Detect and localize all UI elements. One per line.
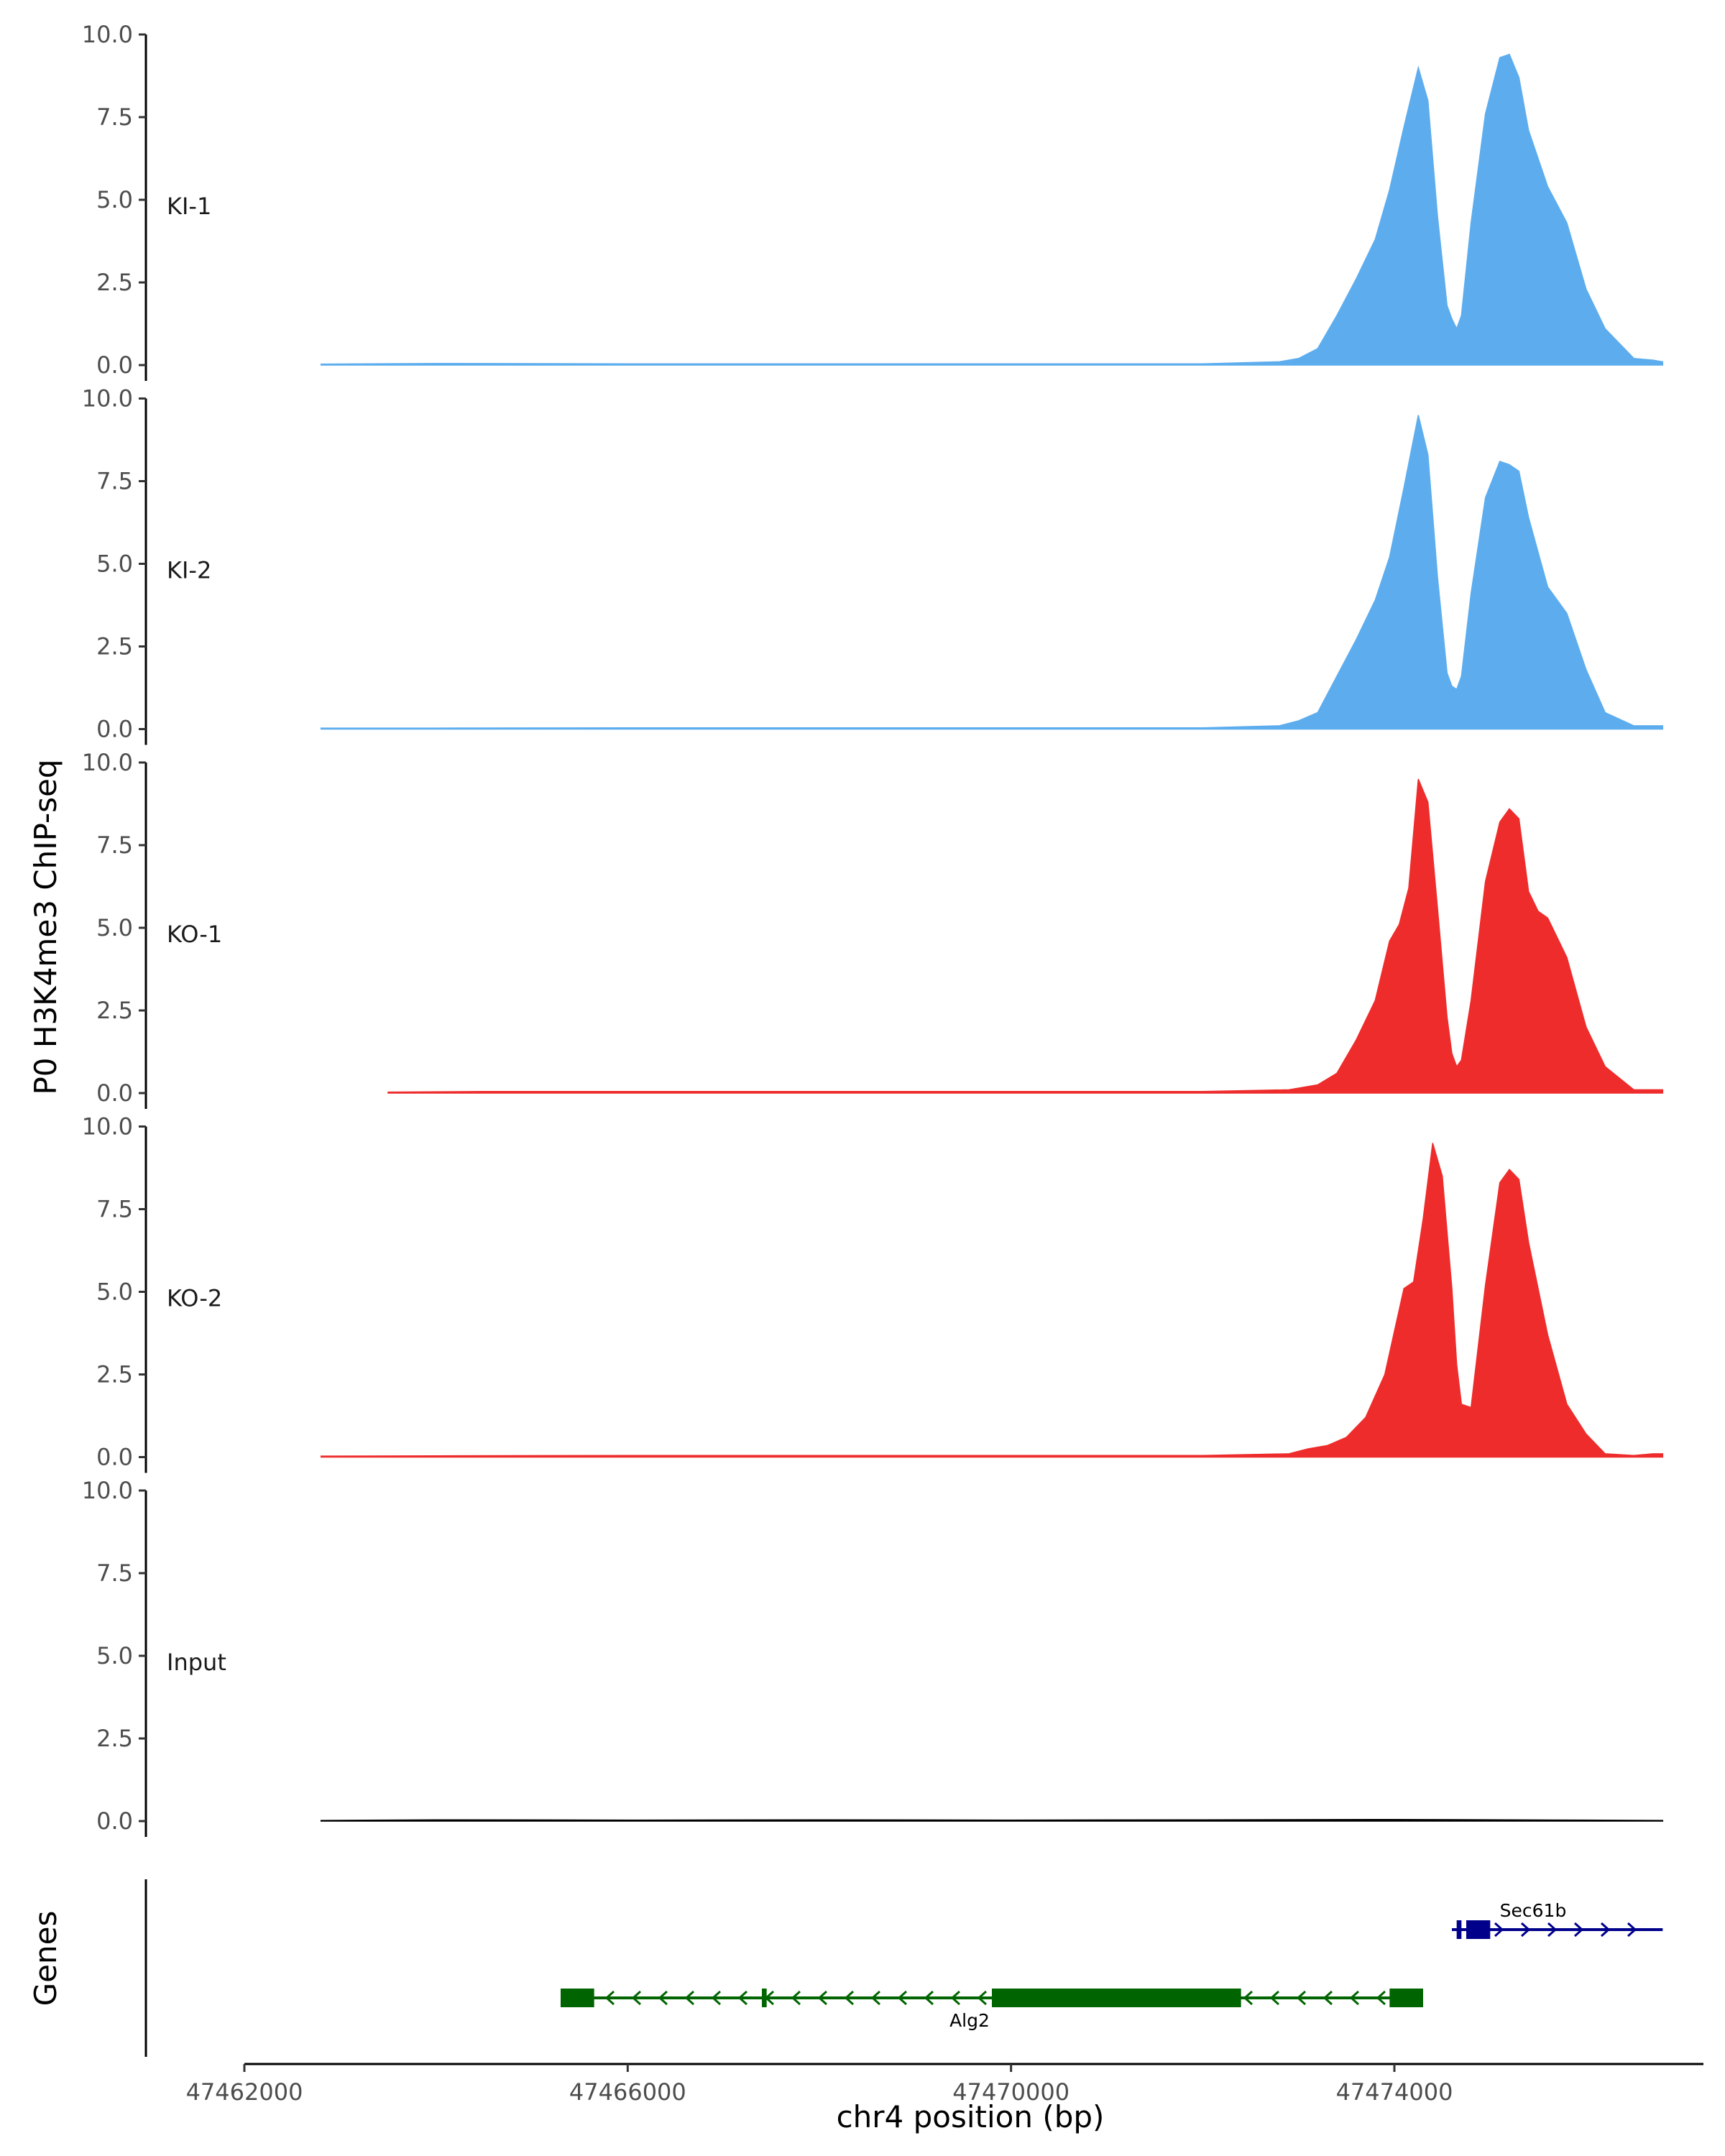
strand-arrow (1349, 1990, 1360, 2006)
coverage-area (320, 53, 1664, 366)
strand-arrow (870, 1990, 881, 2006)
strand-arrow (1547, 1922, 1558, 1938)
y-tick-label: 7.5 (96, 1560, 133, 1587)
y-tick-label: 10.0 (82, 385, 133, 413)
strand-arrow (1296, 1990, 1307, 2006)
y-tick-label: 5.0 (96, 914, 133, 941)
gene-exon (1389, 1989, 1423, 2007)
coverage-area (320, 1143, 1664, 1458)
gene-label: Sec61b (1500, 1900, 1567, 1921)
strand-arrow (1627, 1922, 1637, 1938)
y-tick-label: 0.0 (96, 716, 133, 743)
y-tick-label: 7.5 (96, 468, 133, 495)
y-tick-label: 10.0 (82, 749, 133, 776)
genes-track: Sec61b Alg2 (144, 1879, 1663, 2057)
track-label: KI-1 (167, 193, 211, 220)
track-ki-1: 0.0 2.5 5.0 7.5 10.0 KI-1 (82, 21, 1664, 381)
strand-arrow (1600, 1922, 1611, 1938)
y-tick-label: 2.5 (96, 997, 133, 1024)
strand-arrow (897, 1990, 908, 2006)
y-axis-title: P0 H3K4me3 ChIP-seq (28, 759, 63, 1095)
track-ko-1: 0.0 2.5 5.0 7.5 10.0 KO-1 (82, 749, 1664, 1109)
y-tick-label: 10.0 (82, 1477, 133, 1504)
gene-label: Alg2 (949, 2010, 990, 2031)
y-tick-label: 2.5 (96, 1361, 133, 1388)
x-axis-title: chr4 position (bp) (837, 2099, 1105, 2134)
gene-alg2: Alg2 (561, 1989, 1423, 2031)
coverage-area (320, 1818, 1664, 1822)
strand-arrow (684, 1990, 695, 2006)
y-tick-label: 0.0 (96, 351, 133, 379)
y-tick-label: 0.0 (96, 1444, 133, 1471)
x-tick-label: 47462000 (186, 2078, 303, 2106)
y-tick-label: 5.0 (96, 1642, 133, 1669)
y-tick-label: 2.5 (96, 1725, 133, 1752)
genes-axis-title: Genes (28, 1911, 63, 2007)
strand-arrow (1573, 1922, 1584, 1938)
gene-exon (762, 1989, 767, 2007)
x-axis: 47462000 47466000 47470000 47474000 (186, 2063, 1703, 2106)
gene-sec61b: Sec61b (1452, 1900, 1663, 1939)
strand-arrow (1322, 1990, 1333, 2006)
y-tick-label: 5.0 (96, 186, 133, 213)
y-tick-label: 10.0 (82, 21, 133, 48)
strand-arrow (977, 1990, 988, 2006)
gene-exon (1456, 1920, 1462, 1939)
track-label: KO-2 (167, 1285, 222, 1312)
strand-arrow (604, 1990, 615, 2006)
strand-arrow (924, 1990, 934, 2006)
track-ko-2: 0.0 2.5 5.0 7.5 10.0 KO-2 (82, 1113, 1664, 1473)
track-input: 0.0 2.5 5.0 7.5 10.0 Input (82, 1477, 1664, 1837)
coverage-tracks: 0.0 2.5 5.0 7.5 10.0 KI-1 0.0 2.5 5.0 7.5 10.0 KI-2… (82, 21, 1664, 1837)
strand-arrow (1494, 1922, 1504, 1938)
coverage-area (320, 415, 1664, 730)
gene-exon (561, 1989, 594, 2007)
track-label: KO-1 (167, 921, 222, 948)
x-tick-label: 47474000 (1336, 2078, 1453, 2106)
strand-arrow (631, 1990, 642, 2006)
strand-arrow (711, 1990, 722, 2006)
x-tick-label: 47466000 (569, 2078, 686, 2106)
y-tick-label: 10.0 (82, 1113, 133, 1141)
gene-exon (1466, 1920, 1491, 1939)
strand-arrow (1269, 1990, 1280, 2006)
strand-arrow (737, 1990, 748, 2006)
strand-arrow (1376, 1990, 1386, 2006)
strand-arrow (658, 1990, 668, 2006)
y-tick-label: 5.0 (96, 1279, 133, 1306)
x-tick-label: 47470000 (952, 2078, 1070, 2106)
coverage-area (387, 778, 1664, 1094)
strand-arrow (844, 1990, 855, 2006)
y-tick-label: 7.5 (96, 1196, 133, 1223)
strand-arrow (1520, 1922, 1531, 1938)
y-tick-label: 7.5 (96, 103, 133, 131)
y-tick-label: 0.0 (96, 1807, 133, 1835)
y-tick-label: 0.0 (96, 1079, 133, 1107)
strand-arrow (950, 1990, 961, 2006)
y-tick-label: 7.5 (96, 831, 133, 859)
y-tick-label: 2.5 (96, 633, 133, 660)
strand-arrow (817, 1990, 828, 2006)
y-tick-label: 5.0 (96, 550, 133, 578)
y-tick-label: 2.5 (96, 269, 133, 296)
track-ki-2: 0.0 2.5 5.0 7.5 10.0 KI-2 (82, 385, 1664, 745)
strand-arrow (791, 1990, 801, 2006)
gene-exon (992, 1989, 1241, 2007)
strand-arrow (1243, 1990, 1254, 2006)
track-label: KI-2 (167, 557, 211, 584)
track-label: Input (167, 1649, 226, 1676)
